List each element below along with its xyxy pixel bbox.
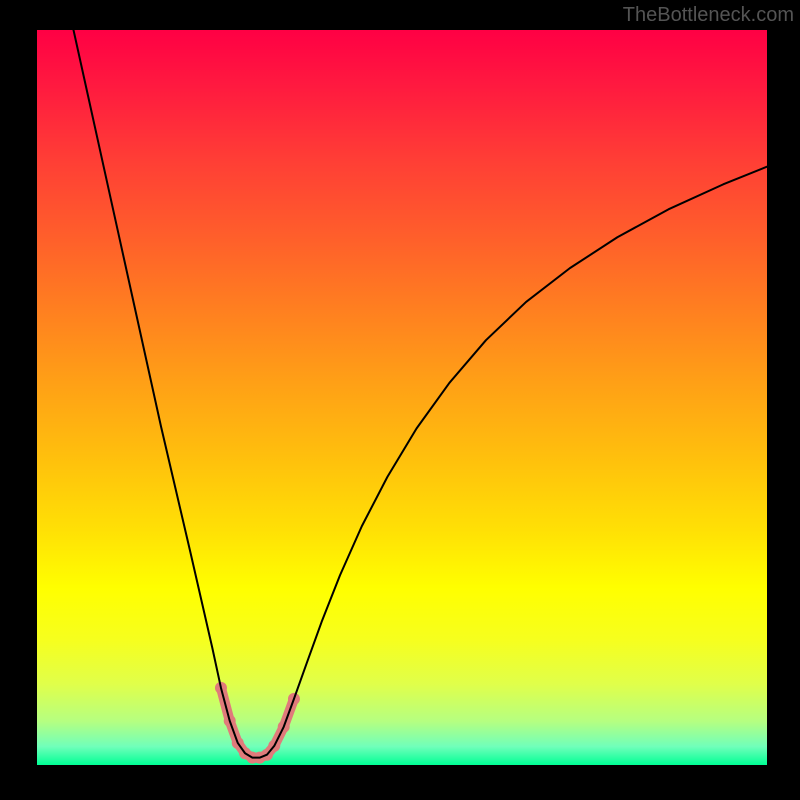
bottleneck-chart — [0, 0, 800, 800]
chart-gradient-background — [37, 30, 767, 765]
watermark-text: TheBottleneck.com — [623, 4, 794, 27]
chart-stage: TheBottleneck.com — [0, 0, 800, 800]
